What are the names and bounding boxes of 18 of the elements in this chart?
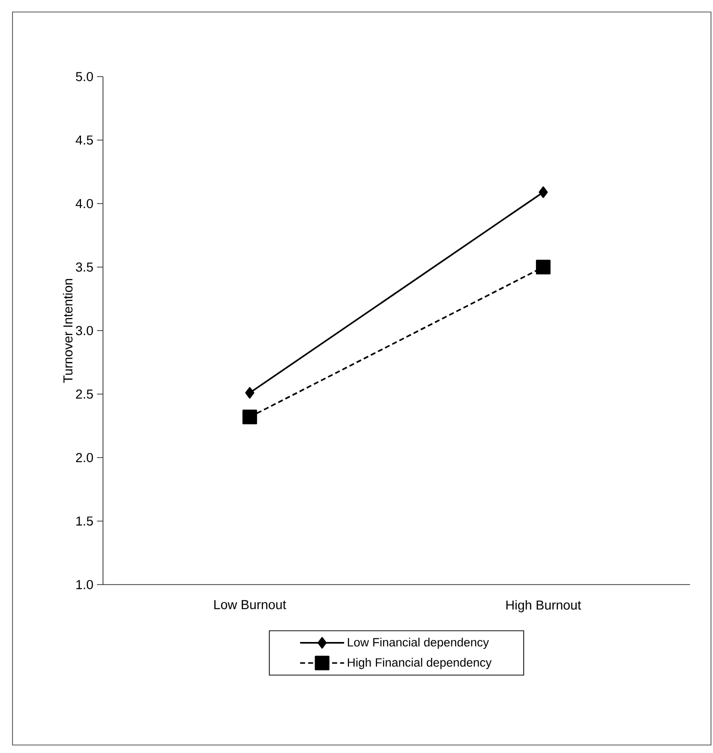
y-axis-title: Turnover Intention [62, 278, 73, 383]
y-tick-label: 3.5 [76, 262, 93, 272]
y-tick-label: 5.0 [76, 72, 93, 82]
point [245, 387, 254, 399]
x-tick-label: High Burnout [506, 600, 582, 612]
y-tick-label: 1.5 [76, 516, 93, 526]
y-tick-label: 3.0 [76, 326, 93, 336]
x-tick-label: Low Burnout [214, 600, 286, 610]
legend-label: Low Financial dependency [348, 638, 489, 649]
y-tick-label: 2.5 [76, 389, 93, 399]
legend-label: High Financial dependency [348, 658, 492, 670]
point [536, 260, 551, 274]
point [538, 186, 548, 198]
point [242, 410, 258, 424]
y-tick-label: 4.0 [76, 198, 93, 208]
y-tick-label: 1.0 [76, 580, 93, 590]
y-tick-label: 2.0 [76, 452, 93, 462]
y-tick-label: 4.5 [76, 136, 93, 145]
